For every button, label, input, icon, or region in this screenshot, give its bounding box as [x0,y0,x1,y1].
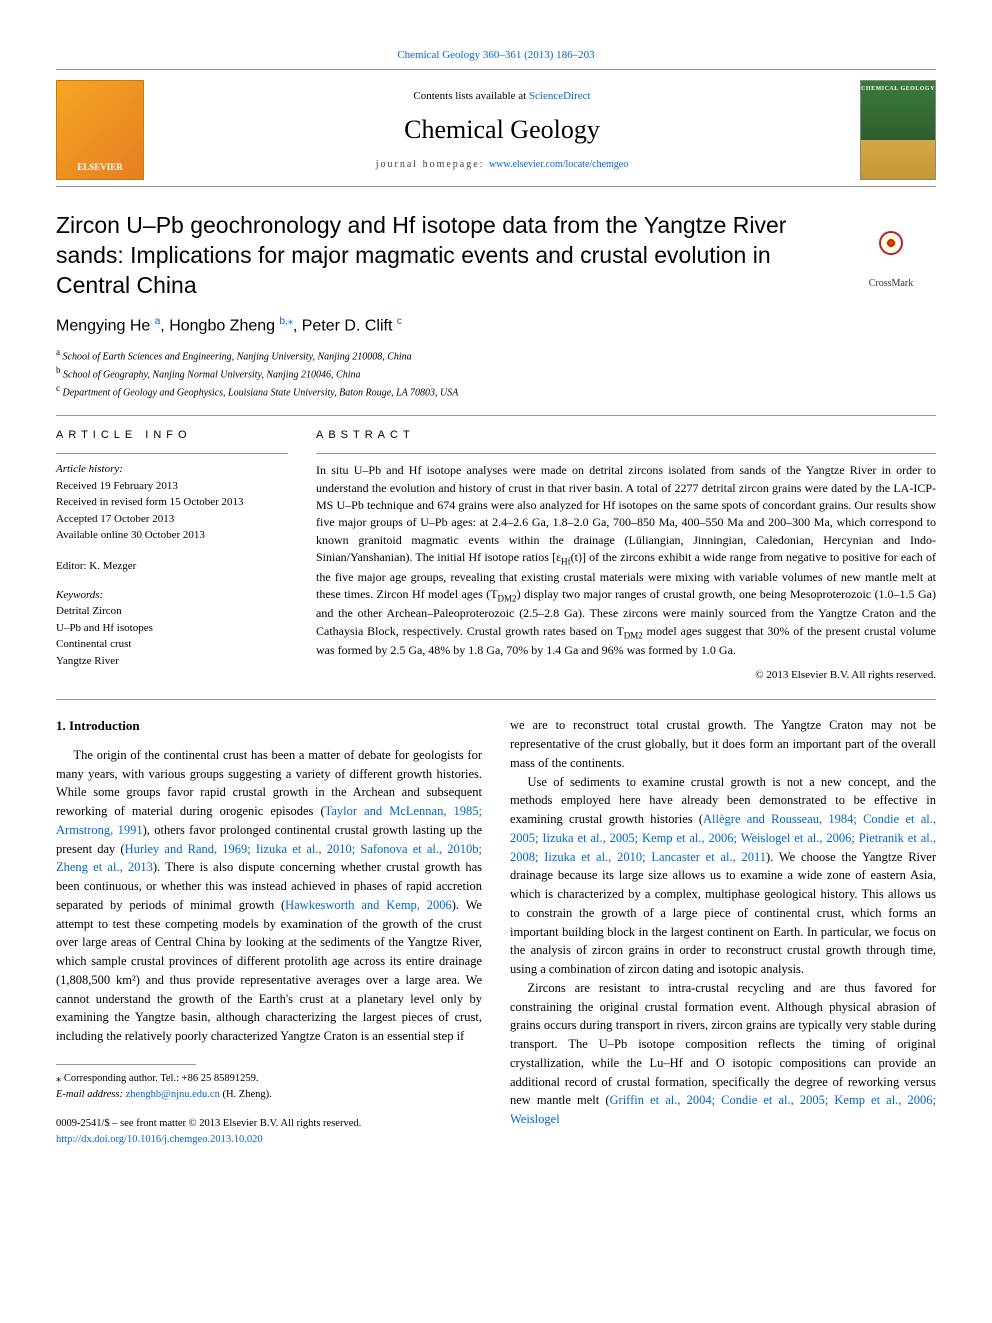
body-columns: 1. Introduction The origin of the contin… [56,716,936,1148]
affiliations: a School of Earth Sciences and Engineeri… [56,346,936,401]
journal-cover-thumbnail [860,80,936,180]
affiliation-b: School of Geography, Nanjing Normal Univ… [63,369,361,380]
intro-para-1-cont: we are to reconstruct total crustal grow… [510,716,936,772]
homepage-label: journal homepage: [376,159,489,170]
keyword-4: Yangtze River [56,653,288,670]
corresponding-footnote: ⁎ Corresponding author. Tel.: +86 25 858… [56,1071,482,1103]
journal-name: Chemical Geology [160,112,844,148]
crossmark-icon [859,211,923,275]
journal-homepage-link[interactable]: www.elsevier.com/locate/chemgeo [489,159,628,170]
history-received: Received 19 February 2013 [56,478,288,495]
abstract-text: In situ U–Pb and Hf isotope analyses wer… [316,462,936,659]
keyword-1: Detrital Zircon [56,603,288,620]
journal-header: ELSEVIER Contents lists available at Sci… [56,80,936,180]
sciencedirect-link[interactable]: ScienceDirect [529,90,591,102]
intro-para-1: The origin of the continental crust has … [56,746,482,1046]
keyword-3: Continental crust [56,636,288,653]
section-1-heading: 1. Introduction [56,716,482,736]
article-title: Zircon U–Pb geochronology and Hf isotope… [56,211,826,301]
email-tail: (H. Zheng). [222,1089,271,1100]
history-online: Available online 30 October 2013 [56,527,288,544]
author-3-affil-link[interactable]: c [397,316,402,327]
corresponding-tel: ⁎ Corresponding author. Tel.: +86 25 858… [56,1071,482,1087]
article-info-label: ARTICLE INFO [56,428,288,443]
rule-above-meta [56,415,936,416]
authors-line: Mengying He a, Hongbo Zheng b,⁎, Peter D… [56,315,936,338]
author-3: Peter D. Clift [302,317,393,334]
column-left: 1. Introduction The origin of the contin… [56,716,482,1148]
keywords-head: Keywords: [56,588,288,603]
rule-top [56,69,936,70]
author-1: Mengying He [56,317,150,334]
contents-lists-line: Contents lists available at ScienceDirec… [160,89,844,104]
rule-below-header [56,186,936,187]
crossmark-widget[interactable]: CrossMark [846,211,936,291]
footnote-rule [56,1064,196,1065]
affiliation-a: School of Earth Sciences and Engineering… [63,351,412,362]
abstract-label: ABSTRACT [316,428,936,443]
issue-reference: Chemical Geology 360–361 (2013) 186–203 [56,48,936,63]
cite-hawkesworth[interactable]: Hawkesworth and Kemp, 2006 [285,898,452,912]
intro-para-2: Use of sediments to examine crustal grow… [510,773,936,979]
author-1-affil-link[interactable]: a [155,316,161,327]
email-label: E-mail address: [56,1089,123,1100]
abstract-copyright: © 2013 Elsevier B.V. All rights reserved… [316,668,936,683]
author-2: Hongbo Zheng [169,317,275,334]
issue-reference-link[interactable]: Chemical Geology 360–361 (2013) 186–203 [397,49,594,61]
rule-abstract [316,453,936,454]
doi-link[interactable]: http://dx.doi.org/10.1016/j.chemgeo.2013… [56,1134,263,1145]
history-accepted: Accepted 17 October 2013 [56,511,288,528]
journal-homepage-line: journal homepage: www.elsevier.com/locat… [160,158,844,172]
intro-para-3: Zircons are resistant to intra-crustal r… [510,979,936,1129]
crossmark-label: CrossMark [869,278,913,289]
contents-lists-text: Contents lists available at [413,90,528,102]
corresponding-author-link[interactable]: ⁎ [288,316,293,327]
history-revised: Received in revised form 15 October 2013 [56,494,288,511]
column-right: we are to reconstruct total crustal grow… [510,716,936,1148]
elsevier-logo: ELSEVIER [56,80,144,180]
corresponding-email-link[interactable]: zhenghb@njnu.edu.cn [126,1089,220,1100]
rule-below-abstract [56,699,936,700]
affiliation-c: Department of Geology and Geophysics, Lo… [63,388,459,399]
keyword-2: U–Pb and Hf isotopes [56,620,288,637]
article-history-head: Article history: [56,462,288,477]
editor-line: Editor: K. Mezger [56,558,288,575]
author-2-affil-link[interactable]: b, [280,316,288,327]
front-matter-block: 0009-2541/$ – see front matter © 2013 El… [56,1116,482,1148]
issn-line: 0009-2541/$ – see front matter © 2013 El… [56,1116,482,1132]
rule-article-info [56,453,288,454]
